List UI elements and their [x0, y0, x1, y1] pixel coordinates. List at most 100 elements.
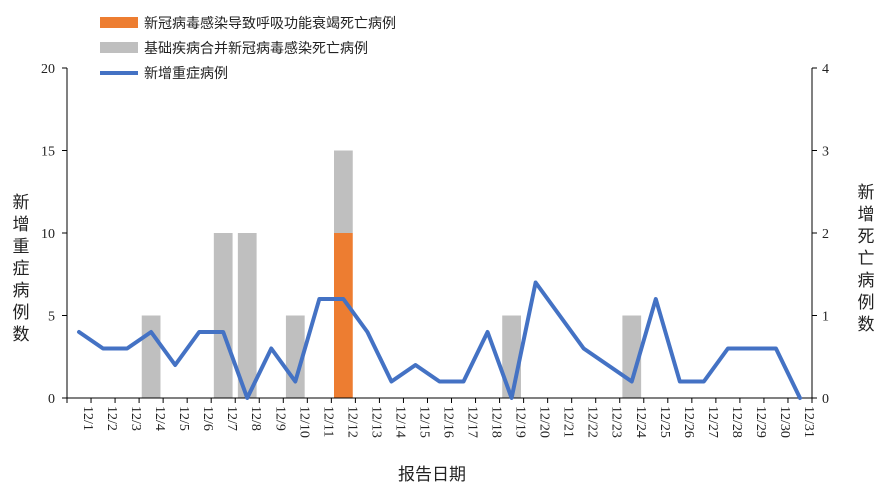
line-point-12-18	[486, 330, 490, 334]
x-tick-label: 12/5	[176, 406, 191, 431]
line-point-12-17	[462, 380, 466, 383]
x-tick-label: 12/15	[416, 406, 431, 438]
line-point-12-10	[293, 380, 297, 383]
right-tick-label: 3	[822, 145, 829, 160]
x-tick-label: 12/8	[248, 406, 263, 431]
right-tick-label: 1	[822, 310, 829, 325]
x-tick-label: 12/13	[368, 406, 383, 438]
axes	[62, 67, 817, 403]
right-axis-title-char: 病	[858, 271, 875, 291]
left-axis-title-char: 数	[13, 325, 30, 345]
left-tick-label: 10	[41, 227, 55, 242]
left-axis-title-char: 增	[13, 215, 30, 235]
x-tick-label: 12/16	[441, 406, 456, 438]
left-axis-title-char: 重	[13, 237, 30, 257]
line-point-12-1	[77, 330, 81, 334]
x-tick-label: 12/7	[224, 406, 239, 431]
x-tick-label: 12/6	[200, 406, 215, 431]
x-tick-label: 12/24	[633, 406, 648, 438]
x-tick-label: 12/25	[657, 406, 672, 438]
line-point-12-25	[654, 297, 658, 301]
x-tick-label: 12/18	[489, 406, 504, 438]
x-tick-label: 12/12	[344, 406, 359, 438]
line-point-12-7	[221, 330, 225, 334]
right-axis-title-char: 亡	[858, 249, 875, 269]
x-tick-label: 12/11	[320, 406, 335, 437]
right-tick-label: 0	[822, 392, 829, 407]
x-tick-label: 12/28	[729, 406, 744, 438]
x-tick-label: 12/19	[513, 406, 528, 438]
x-tick-label: 12/22	[585, 406, 600, 438]
left-tick-label: 15	[41, 145, 55, 160]
line-point-12-23	[606, 363, 610, 367]
x-tick-label: 12/31	[801, 406, 816, 438]
right-tick-label: 2	[822, 227, 829, 242]
line-point-12-6	[197, 330, 201, 334]
line-point-12-28	[726, 347, 730, 350]
left-axis-title-char: 病	[13, 281, 30, 301]
bar-12-4-series-1	[141, 315, 161, 398]
x-tick-label: 12/21	[561, 406, 576, 438]
line-point-12-22	[582, 347, 586, 350]
left-tick-label: 20	[41, 62, 55, 77]
line-point-12-8	[245, 396, 249, 400]
x-tick-label: 12/23	[609, 406, 624, 438]
x-tick-label: 12/20	[537, 406, 552, 438]
legend-swatch-1	[100, 42, 138, 53]
left-axis-title-char: 例	[13, 303, 30, 323]
right-tick-label: 4	[822, 62, 829, 77]
x-tick-label: 12/29	[753, 406, 768, 438]
line-point-12-12	[341, 297, 345, 301]
legend-label-1: 基础疾病合并新冠病毒感染死亡病例	[144, 40, 368, 57]
line-point-12-4	[149, 330, 153, 334]
left-tick-label: 0	[48, 392, 55, 407]
line-layer	[77, 280, 802, 400]
left-tick-label: 5	[48, 310, 55, 325]
line-point-12-5	[173, 363, 177, 367]
line-point-12-30	[774, 347, 778, 350]
line-point-12-26	[678, 380, 682, 383]
x-tick-label: 12/26	[681, 406, 696, 438]
legend-label-0: 新冠病毒感染导致呼吸功能衰竭死亡病例	[144, 15, 396, 32]
x-tick-label: 12/10	[296, 406, 311, 438]
x-tick-label: 12/17	[465, 406, 480, 438]
right-axis-title-char: 增	[858, 205, 875, 225]
bar-12-12-series-1	[334, 150, 353, 233]
x-tick-label: 12/1	[80, 406, 95, 431]
x-tick-label: 12/9	[272, 406, 287, 431]
right-axis-title-char: 数	[858, 315, 875, 335]
line-point-12-15	[413, 363, 417, 367]
left-axis-title-char: 新	[13, 193, 30, 213]
x-tick-label: 12/14	[392, 406, 407, 438]
x-tick-label: 12/4	[152, 406, 167, 431]
x-tick-label: 12/3	[128, 406, 143, 431]
line-point-12-3	[125, 347, 129, 350]
line-point-12-2	[101, 347, 105, 350]
x-tick-label: 12/2	[104, 406, 119, 431]
line-point-12-27	[702, 380, 706, 383]
right-axis-title-char: 新	[858, 183, 875, 203]
bars	[141, 150, 642, 398]
line-point-12-20	[534, 281, 538, 284]
line-point-12-31	[798, 396, 802, 400]
labels: 0 5 10 15 20 0 1 2 3 4 12/1 12/2 12/3 12/4 12/5 12/6 12/…	[13, 62, 875, 485]
legend-label-2: 新增重症病例	[144, 66, 228, 82]
bar-12-7-series-1	[213, 233, 233, 398]
line-point-12-14	[389, 380, 393, 383]
line-point-12-16	[438, 380, 441, 383]
line-point-12-24	[630, 380, 634, 383]
x-tick-label: 12/27	[705, 406, 720, 438]
bar-12-12-series-0	[334, 233, 353, 398]
x-tick-label: 12/30	[777, 406, 792, 438]
line-point-12-21	[558, 314, 562, 317]
x-axis-title: 报告日期	[398, 465, 466, 485]
legend-swatch-0	[100, 17, 138, 28]
line-point-12-11	[317, 297, 321, 301]
right-axis-title-char: 死	[858, 227, 875, 247]
line-point-12-13	[365, 330, 369, 334]
line-point-12-19	[510, 396, 514, 400]
left-axis-title-char: 症	[13, 259, 30, 279]
bar-12-8-series-1	[237, 233, 257, 398]
